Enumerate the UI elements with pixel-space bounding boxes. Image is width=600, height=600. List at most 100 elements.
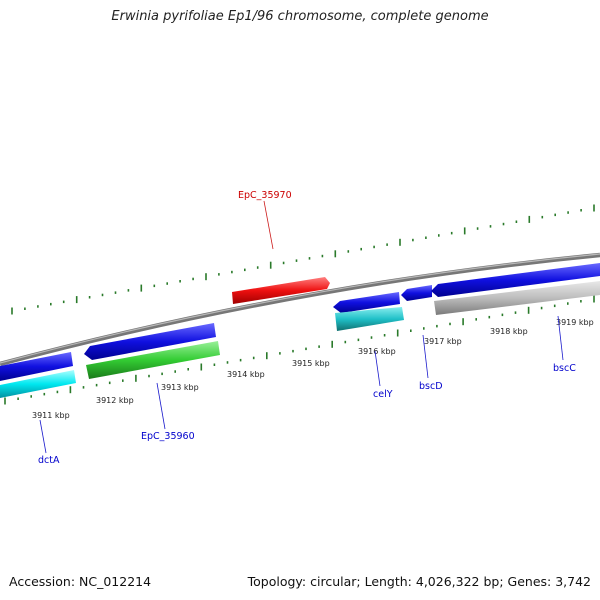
minor-tick — [501, 313, 504, 317]
major-tick — [462, 318, 464, 326]
leader-line-EpC_35970 — [263, 200, 274, 250]
minor-tick — [567, 211, 569, 214]
minor-tick — [425, 236, 427, 239]
minor-tick — [226, 361, 229, 364]
minor-tick — [386, 243, 388, 246]
minor-tick — [360, 247, 362, 251]
gene-arrow-EpC_35970[interactable] — [232, 277, 330, 304]
major-tick — [69, 386, 72, 394]
minor-tick — [56, 390, 59, 394]
minor-tick — [370, 336, 373, 339]
cds-dctA[interactable] — [0, 370, 76, 398]
minor-tick — [148, 374, 150, 378]
minor-tick — [502, 222, 505, 226]
minor-tick — [489, 225, 492, 228]
minor-tick — [82, 386, 85, 389]
minor-tick — [122, 379, 124, 382]
minor-tick — [383, 334, 386, 337]
minor-tick — [127, 289, 130, 292]
minor-tick — [476, 227, 479, 230]
minor-tick — [449, 322, 451, 326]
minor-tick — [436, 324, 438, 328]
minor-tick — [30, 395, 32, 398]
major-tick — [266, 352, 268, 360]
minor-tick — [308, 257, 311, 260]
gene-labels: dctA EpC_35960 EpC_35970 celY bscD bscC — [38, 190, 576, 466]
minor-tick — [357, 338, 360, 342]
gene-label-celY[interactable]: celY — [373, 389, 393, 400]
major-tick — [11, 307, 13, 315]
minor-tick — [231, 270, 233, 274]
cds-EpC_35960[interactable] — [86, 341, 220, 379]
leader-line-dctA — [39, 419, 47, 454]
minor-tick — [114, 291, 117, 294]
gene-arrow-bscD[interactable] — [401, 285, 432, 301]
tick-labels: 3911 kbp 3912 kbp 3913 kbp 3914 kbp 3915… — [32, 318, 594, 420]
major-tick — [4, 397, 6, 405]
cds-bscC[interactable] — [434, 281, 600, 315]
minor-tick — [192, 277, 194, 281]
tick-label: 3911 kbp — [32, 411, 70, 420]
minor-tick — [279, 352, 281, 355]
accession-text: Accession: NC_012214 — [9, 574, 152, 589]
minor-tick — [174, 370, 176, 373]
gene-arrow-bscC[interactable] — [431, 263, 600, 297]
minor-tick — [282, 261, 285, 265]
gene-label-EpC_35970[interactable]: EpC_35970 — [238, 190, 292, 201]
major-tick — [334, 250, 337, 258]
gene-arrow-EpC_35960[interactable] — [84, 323, 216, 360]
minor-tick — [305, 347, 307, 351]
minor-tick — [244, 268, 246, 272]
major-tick — [463, 227, 466, 235]
gene-label-EpC_35960[interactable]: EpC_35960 — [141, 431, 195, 442]
minor-tick — [218, 273, 220, 276]
gene-arrow-celY[interactable] — [333, 292, 400, 313]
gene-arrow-dctA[interactable] — [0, 352, 73, 381]
minor-tick — [423, 327, 425, 330]
minor-tick — [412, 238, 414, 242]
leader-line-bscC — [557, 315, 564, 361]
minor-tick — [540, 306, 543, 310]
gene-label-bscC[interactable]: bscC — [553, 363, 576, 374]
gene-label-bscD[interactable]: bscD — [419, 381, 443, 392]
tick-label: 3912 kbp — [96, 396, 134, 405]
minor-tick — [256, 266, 259, 269]
minor-tick — [321, 254, 324, 258]
minor-tick — [554, 213, 556, 217]
minor-tick — [37, 305, 39, 308]
minor-tick — [438, 234, 440, 237]
minor-tick — [410, 329, 412, 332]
minor-tick — [88, 296, 91, 299]
minor-tick — [292, 349, 294, 353]
tick-track-lower — [4, 295, 595, 405]
minor-tick — [50, 302, 52, 306]
minor-tick — [541, 215, 544, 219]
minor-tick — [187, 368, 189, 371]
tick-label: 3913 kbp — [161, 383, 199, 392]
minor-tick — [318, 345, 320, 348]
cds-celY[interactable] — [335, 307, 404, 331]
tick-label: 3915 kbp — [292, 359, 330, 368]
major-tick — [593, 204, 595, 212]
minor-tick — [488, 315, 491, 319]
tick-track-upper — [11, 204, 595, 315]
tick-label: 3918 kbp — [490, 327, 528, 336]
minor-tick — [475, 318, 477, 321]
leader-line-EpC_35960 — [156, 382, 166, 430]
major-tick — [399, 238, 401, 246]
minor-tick — [239, 358, 242, 362]
minor-tick — [295, 259, 298, 262]
minor-tick — [252, 356, 255, 360]
major-tick — [331, 340, 333, 348]
gene-label-leaders — [39, 200, 564, 454]
major-tick — [396, 329, 399, 337]
minor-tick — [213, 363, 216, 366]
minor-tick — [347, 250, 350, 253]
minor-tick — [101, 293, 104, 297]
minor-tick — [24, 307, 26, 310]
minor-tick — [17, 397, 19, 400]
gene-label-dctA[interactable]: dctA — [38, 455, 60, 466]
minor-tick — [515, 220, 518, 223]
